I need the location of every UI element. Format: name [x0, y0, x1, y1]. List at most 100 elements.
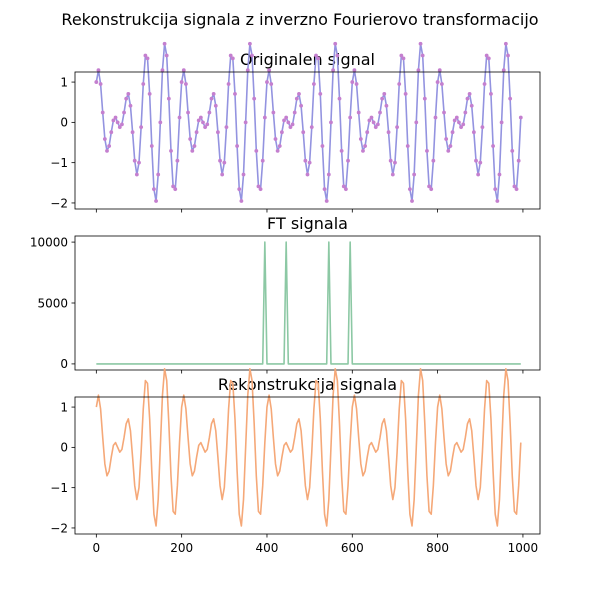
data-point: [171, 184, 176, 189]
data-point: [190, 148, 195, 153]
data-point: [145, 56, 150, 61]
data-point: [262, 115, 267, 120]
data-point: [286, 120, 291, 125]
data-point: [252, 96, 257, 101]
data-point: [98, 82, 103, 86]
data-point: [179, 80, 184, 84]
data-point: [431, 158, 436, 163]
data-point: [480, 125, 485, 130]
data-point: [237, 187, 242, 192]
data-point: [132, 158, 137, 163]
data-point: [301, 130, 306, 135]
data-point: [320, 144, 325, 148]
data-point: [401, 56, 406, 61]
data-point: [297, 91, 301, 96]
data-point: [115, 120, 120, 125]
data-point: [303, 158, 308, 163]
data-point: [198, 115, 203, 120]
data-point: [175, 158, 180, 163]
x-tick-label: 200: [170, 541, 193, 555]
data-point: [442, 110, 446, 115]
data-point: [194, 130, 199, 135]
data-point: [113, 115, 118, 120]
data-point: [476, 172, 481, 177]
data-point: [363, 144, 367, 148]
data-point: [209, 96, 214, 101]
data-point: [478, 160, 483, 165]
data-point: [184, 82, 188, 86]
y-tick-label: 0: [60, 357, 68, 371]
y-tick-label: −2: [50, 196, 68, 210]
data-point: [254, 148, 259, 153]
data-point: [427, 184, 431, 189]
panel-title: FT signala: [267, 214, 348, 233]
data-point: [461, 122, 466, 127]
data-point: [322, 187, 327, 192]
plot-frame: [74, 71, 541, 210]
panel-title: Rekonstrukcija signala: [218, 375, 397, 394]
data-point: [467, 91, 472, 96]
data-point: [335, 53, 340, 58]
data-point: [205, 122, 210, 127]
data-point: [493, 187, 498, 192]
data-point: [341, 184, 346, 189]
data-point: [282, 118, 286, 123]
data-point: [228, 53, 233, 58]
data-point: [241, 172, 246, 177]
data-point: [397, 82, 402, 86]
data-point: [117, 125, 122, 130]
data-point: [275, 148, 280, 153]
figure-title: Rekonstrukcija signala z inverzno Fourie…: [61, 10, 538, 29]
data-point: [248, 41, 252, 46]
data-point: [414, 120, 419, 125]
data-point: [326, 172, 331, 177]
data-point: [258, 187, 263, 192]
y-tick-label: −1: [50, 156, 68, 170]
data-point: [352, 68, 357, 73]
data-point: [124, 96, 129, 101]
data-point: [192, 144, 197, 148]
data-point: [143, 53, 148, 58]
data-point: [331, 68, 335, 73]
data-point: [147, 91, 152, 96]
x-tick-label: 0: [93, 541, 101, 555]
data-point: [435, 80, 440, 84]
data-point: [235, 144, 240, 148]
data-point: [418, 41, 423, 46]
data-point: [343, 187, 348, 192]
data-point: [96, 68, 101, 73]
data-point: [260, 158, 265, 163]
data-point: [201, 120, 205, 125]
data-point: [407, 187, 412, 192]
data-point: [333, 41, 338, 46]
data-point: [412, 172, 417, 177]
data-point: [463, 110, 468, 115]
data-point: [510, 148, 515, 153]
data-point: [452, 118, 457, 123]
data-point: [307, 160, 312, 165]
data-point: [465, 96, 470, 101]
data-point: [122, 110, 126, 115]
data-point: [196, 118, 201, 123]
data-point: [309, 125, 314, 130]
data-point: [446, 148, 451, 153]
data-point: [280, 130, 284, 135]
data-point: [166, 96, 171, 101]
panel-1: Originalen signal 1 0 −1 −2: [50, 41, 541, 213]
data-point: [290, 122, 295, 127]
data-point: [439, 82, 444, 86]
data-point: [126, 91, 131, 96]
data-point: [425, 148, 429, 153]
data-point: [207, 110, 212, 115]
data-point: [109, 130, 114, 135]
data-point: [429, 187, 434, 192]
data-point: [433, 115, 438, 120]
data-point: [164, 53, 169, 58]
data-point: [395, 125, 399, 130]
data-point: [141, 82, 146, 86]
data-point: [508, 96, 513, 101]
data-point: [154, 199, 158, 203]
data-point: [102, 137, 107, 141]
data-point: [491, 144, 495, 148]
